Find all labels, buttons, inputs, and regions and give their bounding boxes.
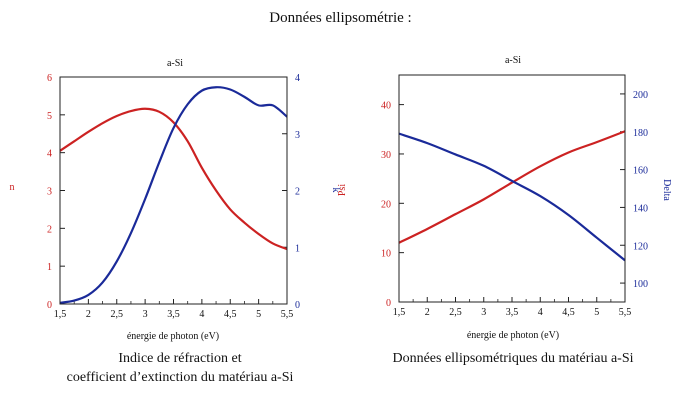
chart-2-title: a-Si (505, 55, 521, 66)
chart-2-y-left-tick-label: 0 (386, 298, 391, 309)
chart-1-y-left-tick-label: 5 (47, 111, 52, 122)
chart-1-x-tick-label: 3,5 (167, 309, 180, 320)
chart-1-y-left-tick-label: 0 (47, 300, 52, 311)
chart-1-x-tick-label: 2,5 (111, 309, 124, 320)
chart-1-series-right-line (59, 86, 288, 304)
chart-1-title: a-Si (167, 58, 183, 69)
chart-1-ylabel-left: n (10, 182, 15, 193)
chart-2-x-tick-label: 2,5 (449, 307, 462, 318)
chart-2-xlabel: énergie de photon (eV) (467, 330, 559, 341)
chart-1-x-tick-label: 2 (86, 309, 91, 320)
chart-1-refractive-index: a-Si n k Psi énergie de photon (eV) 1,5 2… (10, 58, 349, 342)
chart-2-y-right-tick-label: 120 (633, 241, 648, 252)
chart-2-ellipsometric-data: a-Si Delta énergie de photon (eV) 1,5 2 2,… (381, 55, 672, 341)
chart-2-x-tick-label: 3,5 (506, 307, 519, 318)
chart-2-y-right-tick-label: 140 (633, 203, 648, 214)
chart-2-series-right-line (398, 132, 626, 262)
chart-1-y-right-tick-label: 4 (295, 73, 300, 84)
chart-2-ylabel-right: Delta (661, 179, 672, 201)
chart-1-y-right-tick-label: 0 (295, 300, 300, 311)
chart-1-plot-frame (59, 76, 288, 305)
chart-1-xlabel: énergie de photon (eV) (127, 331, 219, 342)
chart-2-y-right-tick-label: 180 (633, 128, 648, 139)
chart-2-x-tick-label: 5,5 (619, 307, 632, 318)
chart-2-x-tick-label: 2 (425, 307, 430, 318)
chart-2-y-right-tick-label: 200 (633, 90, 648, 101)
chart-1-y-left-tick-label: 2 (47, 224, 52, 235)
chart-2-x-tick-label: 3 (481, 307, 486, 318)
chart-1-y-left-tick-label: 1 (47, 262, 52, 273)
chart-2-y-right-tick-label: 160 (633, 166, 648, 177)
chart-2-x-tick-label: 5 (594, 307, 599, 318)
chart-2-y-left-tick-label: 10 (381, 249, 391, 260)
chart-1-x-tick-label: 3 (143, 309, 148, 320)
chart-1-x-tick-label: 4,5 (224, 309, 237, 320)
chart-1-ylabel-k: k (330, 188, 341, 193)
chart-2-x-tick-label: 4 (538, 307, 543, 318)
chart-1-y-left-tick-label: 4 (47, 149, 52, 160)
chart-2-y-left-tick-label: 40 (381, 101, 391, 112)
chart-1-x-tick-label: 5,5 (281, 309, 294, 320)
chart-1-y-right-tick-label: 3 (295, 130, 300, 141)
chart-2-x-tick-label: 1,5 (393, 307, 406, 318)
chart-2-x-tick-label: 4,5 (562, 307, 575, 318)
chart-2-plot-frame (398, 74, 626, 303)
caption-1-line-2: coefficient d’extinction du matériau a-S… (66, 370, 294, 385)
chart-2-y-right-tick-label: 100 (633, 279, 648, 290)
chart-1-y-left-tick-label: 3 (47, 187, 52, 198)
chart-1-y-right-tick-label: 1 (295, 243, 300, 254)
chart-1-y-left-tick-label: 6 (47, 73, 52, 84)
chart-1-x-tick-label: 5 (256, 309, 261, 320)
chart-1-x-tick-label: 4 (199, 309, 204, 320)
caption-refractive-index: Indice de réfraction et coefficient d’ex… (10, 349, 350, 387)
chart-2-y-left-tick-label: 30 (381, 150, 391, 161)
chart-1-ylabel-psi: Psi (337, 184, 348, 196)
caption-1-line-1: Indice de réfraction et (118, 351, 242, 366)
chart-2-series-left-line (398, 130, 626, 244)
caption-ellipsometric-data: Données ellipsométriques du matériau a-S… (392, 351, 634, 366)
chart-2-y-left-tick-label: 20 (381, 199, 391, 210)
chart-1-y-right-tick-label: 2 (295, 187, 300, 198)
chart-1-series-left-line (59, 107, 288, 251)
chart-1-x-tick-label: 1,5 (54, 309, 67, 320)
page-title: Données ellipsométrie : (269, 10, 412, 26)
